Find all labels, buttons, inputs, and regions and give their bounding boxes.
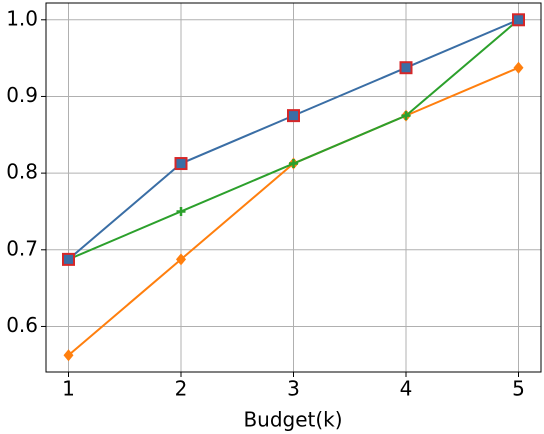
y-tick-label: 0.6 bbox=[6, 313, 38, 337]
marker bbox=[399, 61, 413, 75]
marker bbox=[62, 252, 75, 266]
y-tick-label: 1.0 bbox=[6, 6, 38, 30]
y-tick-label: 0.9 bbox=[6, 83, 38, 107]
marker bbox=[176, 206, 186, 216]
x-axis-label: Budget(k) bbox=[243, 408, 342, 432]
y-tick-label: 0.8 bbox=[6, 160, 38, 184]
marker bbox=[287, 109, 300, 123]
marker bbox=[174, 157, 188, 171]
x-tick-label: 2 bbox=[175, 377, 188, 401]
marker bbox=[176, 253, 186, 266]
x-tick-label: 5 bbox=[512, 377, 525, 401]
x-tick-label: 4 bbox=[400, 377, 413, 401]
marker bbox=[513, 61, 524, 74]
marker bbox=[512, 13, 525, 27]
x-tick-label: 1 bbox=[62, 377, 75, 401]
marker bbox=[289, 159, 298, 169]
y-tick-label: 0.7 bbox=[6, 236, 38, 260]
plot-frame bbox=[45, 2, 542, 373]
marker bbox=[63, 349, 74, 362]
x-tick-label: 3 bbox=[287, 377, 300, 401]
marker bbox=[401, 111, 411, 121]
